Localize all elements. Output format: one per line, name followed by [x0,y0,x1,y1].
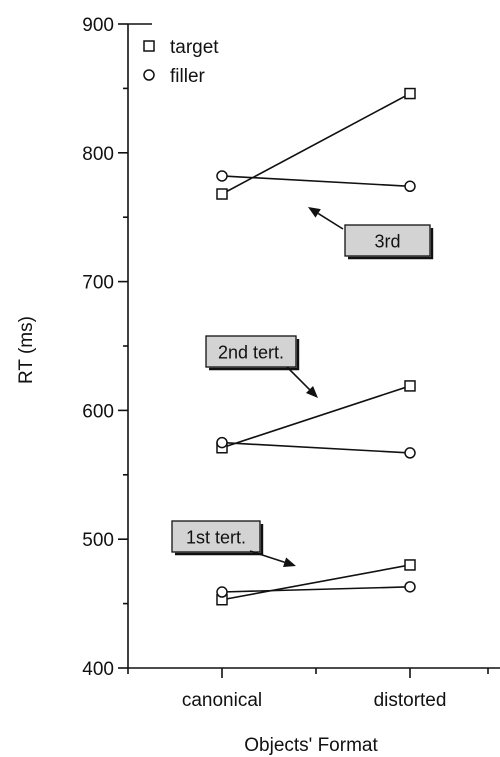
legend-label-target: target [170,37,219,58]
y-tick-label: 400 [82,659,114,680]
callout-box [344,224,431,257]
callout-arrow [249,550,285,564]
series-target [216,87,416,200]
series-line-filler [221,441,411,454]
annotations: 1st tert. 2nd tert. 3rd [171,207,434,568]
y-tick-label: 600 [82,401,114,422]
y-tick-label: 900 [82,15,114,36]
series-target [216,559,416,606]
data-point-filler [404,447,416,459]
series-filler [216,436,416,459]
series-line-filler [221,175,411,188]
data-point-filler [216,170,228,182]
data-point-filler [404,581,416,593]
series-line-filler [221,586,411,593]
legend-marker-filler [143,69,155,81]
x-axis-label: Objects' Format [244,735,378,756]
y-axis-label: RT (ms) [16,316,37,384]
callout-label: 1st tert. [186,528,246,548]
data-point-filler [216,586,228,598]
data-point-target [404,87,416,100]
y-tick-label: 800 [82,144,114,165]
data-point-filler [216,436,228,449]
series-line-target [221,564,411,601]
callout-arrow-head [305,385,318,398]
series-line-target [221,92,411,195]
y-tick-label: 500 [82,530,114,551]
callout-arrow [286,366,311,391]
axes: 400 500 600 700 800 900 canonical distorted [82,15,500,711]
callout-arrow-head [283,557,296,568]
series-layer [216,87,416,606]
callout-label: 2nd tert. [218,343,284,363]
data-point-target [216,188,228,200]
callout: 2nd tert. [205,335,318,398]
data-point-target [404,380,416,392]
callout: 1st tert. [171,520,296,568]
legend: target filler [143,37,219,87]
legend-label-filler: filler [170,66,206,87]
callout: 3rd [308,207,434,260]
callout-box [205,335,297,368]
callout-shadow [348,228,434,260]
series-filler [216,581,416,598]
y-tick-label: 700 [82,273,114,294]
data-point-filler [404,180,416,193]
series-target [216,380,416,454]
callout-box [171,520,261,553]
callout-arrow [317,212,344,230]
legend-marker-target [143,40,155,52]
callout-label: 3rd [374,232,400,252]
series-line-target [221,385,411,449]
callout-shadow [209,339,300,371]
x-tick-label: distorted [374,690,447,711]
series-filler [216,170,416,193]
callout-arrow-head [308,207,321,218]
callout-shadow [175,524,264,556]
data-point-target [404,559,416,571]
x-tick-label: canonical [182,690,262,711]
